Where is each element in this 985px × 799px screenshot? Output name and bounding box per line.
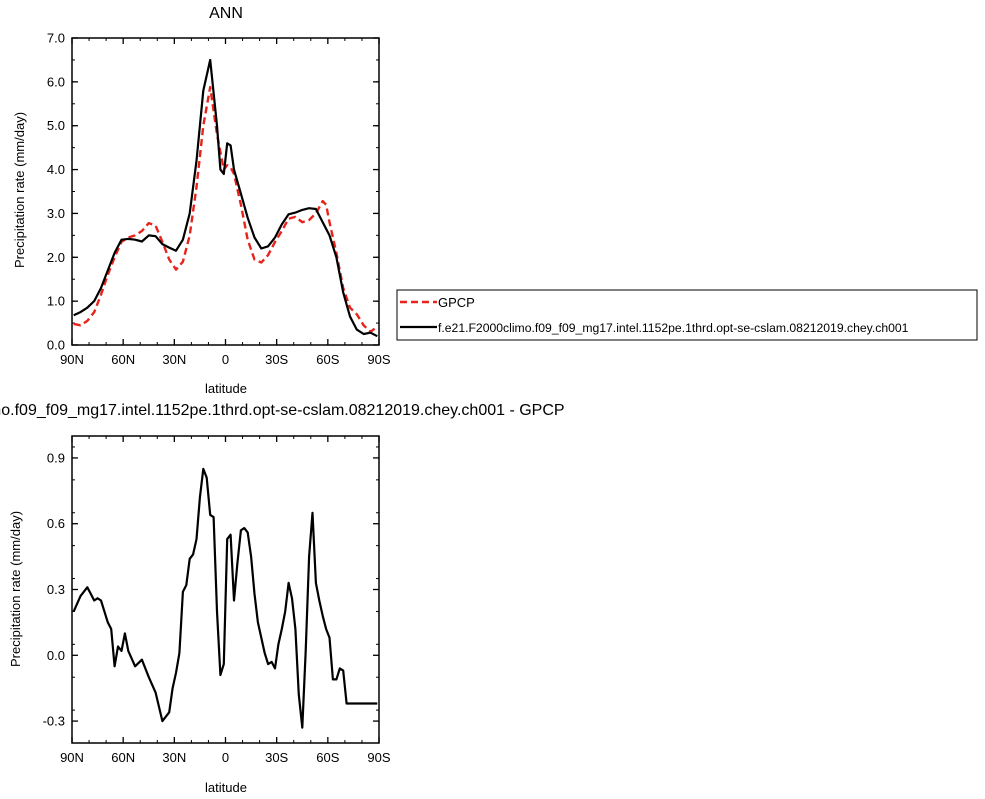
top-panel: ANN latitude Precipitation rate (mm/day)…	[12, 5, 391, 396]
y-tick-label: 0.9	[47, 450, 65, 465]
x-tick-label: 60S	[316, 750, 339, 765]
x-tick-label: 90S	[367, 750, 390, 765]
x-tick-label: 0	[222, 352, 229, 367]
top-chart-title: ANN	[209, 5, 243, 22]
x-tick-label: 30S	[265, 352, 288, 367]
y-tick-label: 2.0	[47, 250, 65, 265]
bottom-chart-title: f.e21.F2000climo.f09_f09_mg17.intel.1152…	[0, 402, 565, 419]
y-tick-label: 6.0	[47, 74, 65, 89]
top-plot-frame	[71, 37, 380, 346]
top-axis-ticks: 0.0 1.0 2.0 3.0 4.0 5.0 6.0 7.0 90N 60N 30N 0 30S 60S…	[47, 31, 391, 368]
x-tick-label: 30S	[265, 750, 288, 765]
bottom-plot-frame	[71, 435, 380, 744]
x-tick-label: 60S	[316, 352, 339, 367]
x-tick-label: 30N	[162, 352, 186, 367]
x-tick-label: 60N	[111, 352, 135, 367]
y-tick-label: 0.6	[47, 516, 65, 531]
x-tick-label: 90S	[367, 352, 390, 367]
legend: GPCP f.e21.F2000climo.f09_f09_mg17.intel…	[396, 289, 978, 341]
x-tick-label: 30N	[162, 750, 186, 765]
legend-gpcp-label: GPCP	[438, 295, 475, 310]
bottom-x-axis-label: latitude	[205, 780, 247, 795]
x-tick-label: 90N	[60, 352, 84, 367]
top-y-axis-label: Precipitation rate (mm/day)	[12, 112, 27, 268]
y-tick-label: 5.0	[47, 118, 65, 133]
y-tick-label: 7.0	[47, 31, 65, 46]
series-line-f-e21-f2000climo-f09-f09-mg17-intel-1152	[73, 58, 378, 338]
y-tick-label: 1.0	[47, 294, 65, 309]
y-tick-label: 4.0	[47, 162, 65, 177]
top-x-axis-label: latitude	[205, 381, 247, 396]
bottom-series	[72, 467, 378, 729]
bottom-axis-ticks: -0.3 0.0 0.3 0.6 0.9 90N 60N 30N 0 30S 60S 90S	[43, 436, 391, 765]
bottom-panel: f.e21.F2000climo.f09_f09_mg17.intel.1152…	[0, 402, 565, 795]
y-tick-label: 0.0	[47, 338, 65, 353]
top-series	[73, 58, 379, 338]
y-tick-label: 0.3	[47, 582, 65, 597]
y-tick-label: 3.0	[47, 206, 65, 221]
series-line-difference	[72, 467, 378, 729]
legend-box	[396, 289, 978, 341]
y-tick-label: -0.3	[43, 714, 65, 729]
bottom-y-axis-label: Precipitation rate (mm/day)	[8, 511, 23, 667]
y-tick-label: 0.0	[47, 648, 65, 663]
legend-model-label: f.e21.F2000climo.f09_f09_mg17.intel.1152…	[438, 321, 909, 335]
series-line-gpcp	[73, 85, 379, 333]
x-tick-label: 0	[222, 750, 229, 765]
x-tick-label: 60N	[111, 750, 135, 765]
x-tick-label: 90N	[60, 750, 84, 765]
